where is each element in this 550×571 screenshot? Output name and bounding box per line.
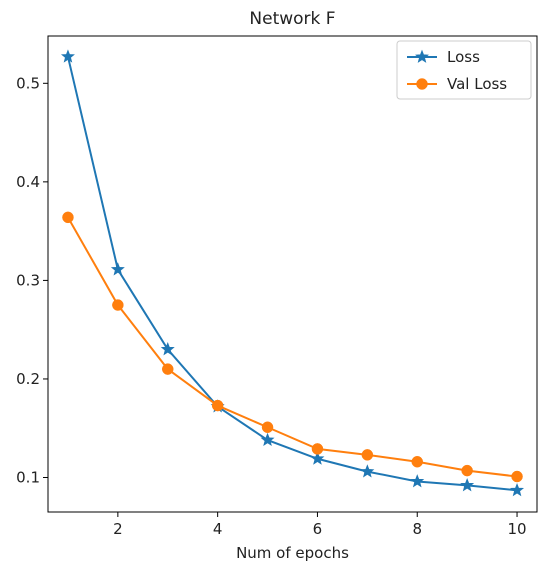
x-tick-label: 8 [412, 520, 422, 538]
legend-marker-val-loss [416, 78, 428, 90]
legend-marker-loss [415, 49, 429, 63]
val-loss-point [411, 455, 423, 468]
val-loss-point [62, 211, 74, 224]
val-loss-point [511, 470, 523, 483]
x-tick-label: 2 [113, 520, 123, 538]
loss-line [66, 56, 518, 492]
x-axis-title: Num of epochs [236, 544, 349, 562]
val-loss-point [361, 449, 374, 461]
y-tick-label: 0.5 [16, 74, 40, 92]
loss-point [260, 432, 275, 446]
plot-area: 2 4 6 8 10 0.1 0.2 0.3 0.4 0.5 [16, 35, 538, 538]
val-loss-point [211, 399, 224, 412]
loss-point [460, 478, 475, 492]
val-loss-point [112, 299, 124, 311]
y-tick-label: 0.3 [16, 271, 40, 289]
x-tick-label: 6 [313, 520, 323, 538]
val-loss-line [67, 216, 518, 478]
loss-point [510, 482, 525, 497]
val-loss-point [261, 421, 274, 433]
x-tick-label: 4 [213, 520, 223, 538]
val-loss-point [461, 464, 473, 477]
loss-point [110, 262, 125, 276]
val-loss-point [311, 443, 324, 455]
loss-point [160, 342, 175, 356]
y-tick-label: 0.1 [16, 469, 40, 487]
loss-point [60, 49, 75, 63]
loss-point [360, 464, 375, 478]
loss-point [310, 451, 325, 465]
y-tick-label: 0.4 [16, 173, 40, 191]
x-tick-label: 10 [507, 520, 526, 538]
y-tick-label: 0.2 [16, 370, 40, 388]
chart-title: Network F [249, 9, 335, 29]
legend-label-val-loss: Val Loss [447, 75, 507, 93]
val-loss-point [162, 363, 174, 375]
legend: Loss Val Loss [396, 40, 532, 100]
loss-point [410, 474, 425, 488]
plot-frame [47, 35, 538, 513]
legend-label-loss: Loss [447, 48, 480, 66]
